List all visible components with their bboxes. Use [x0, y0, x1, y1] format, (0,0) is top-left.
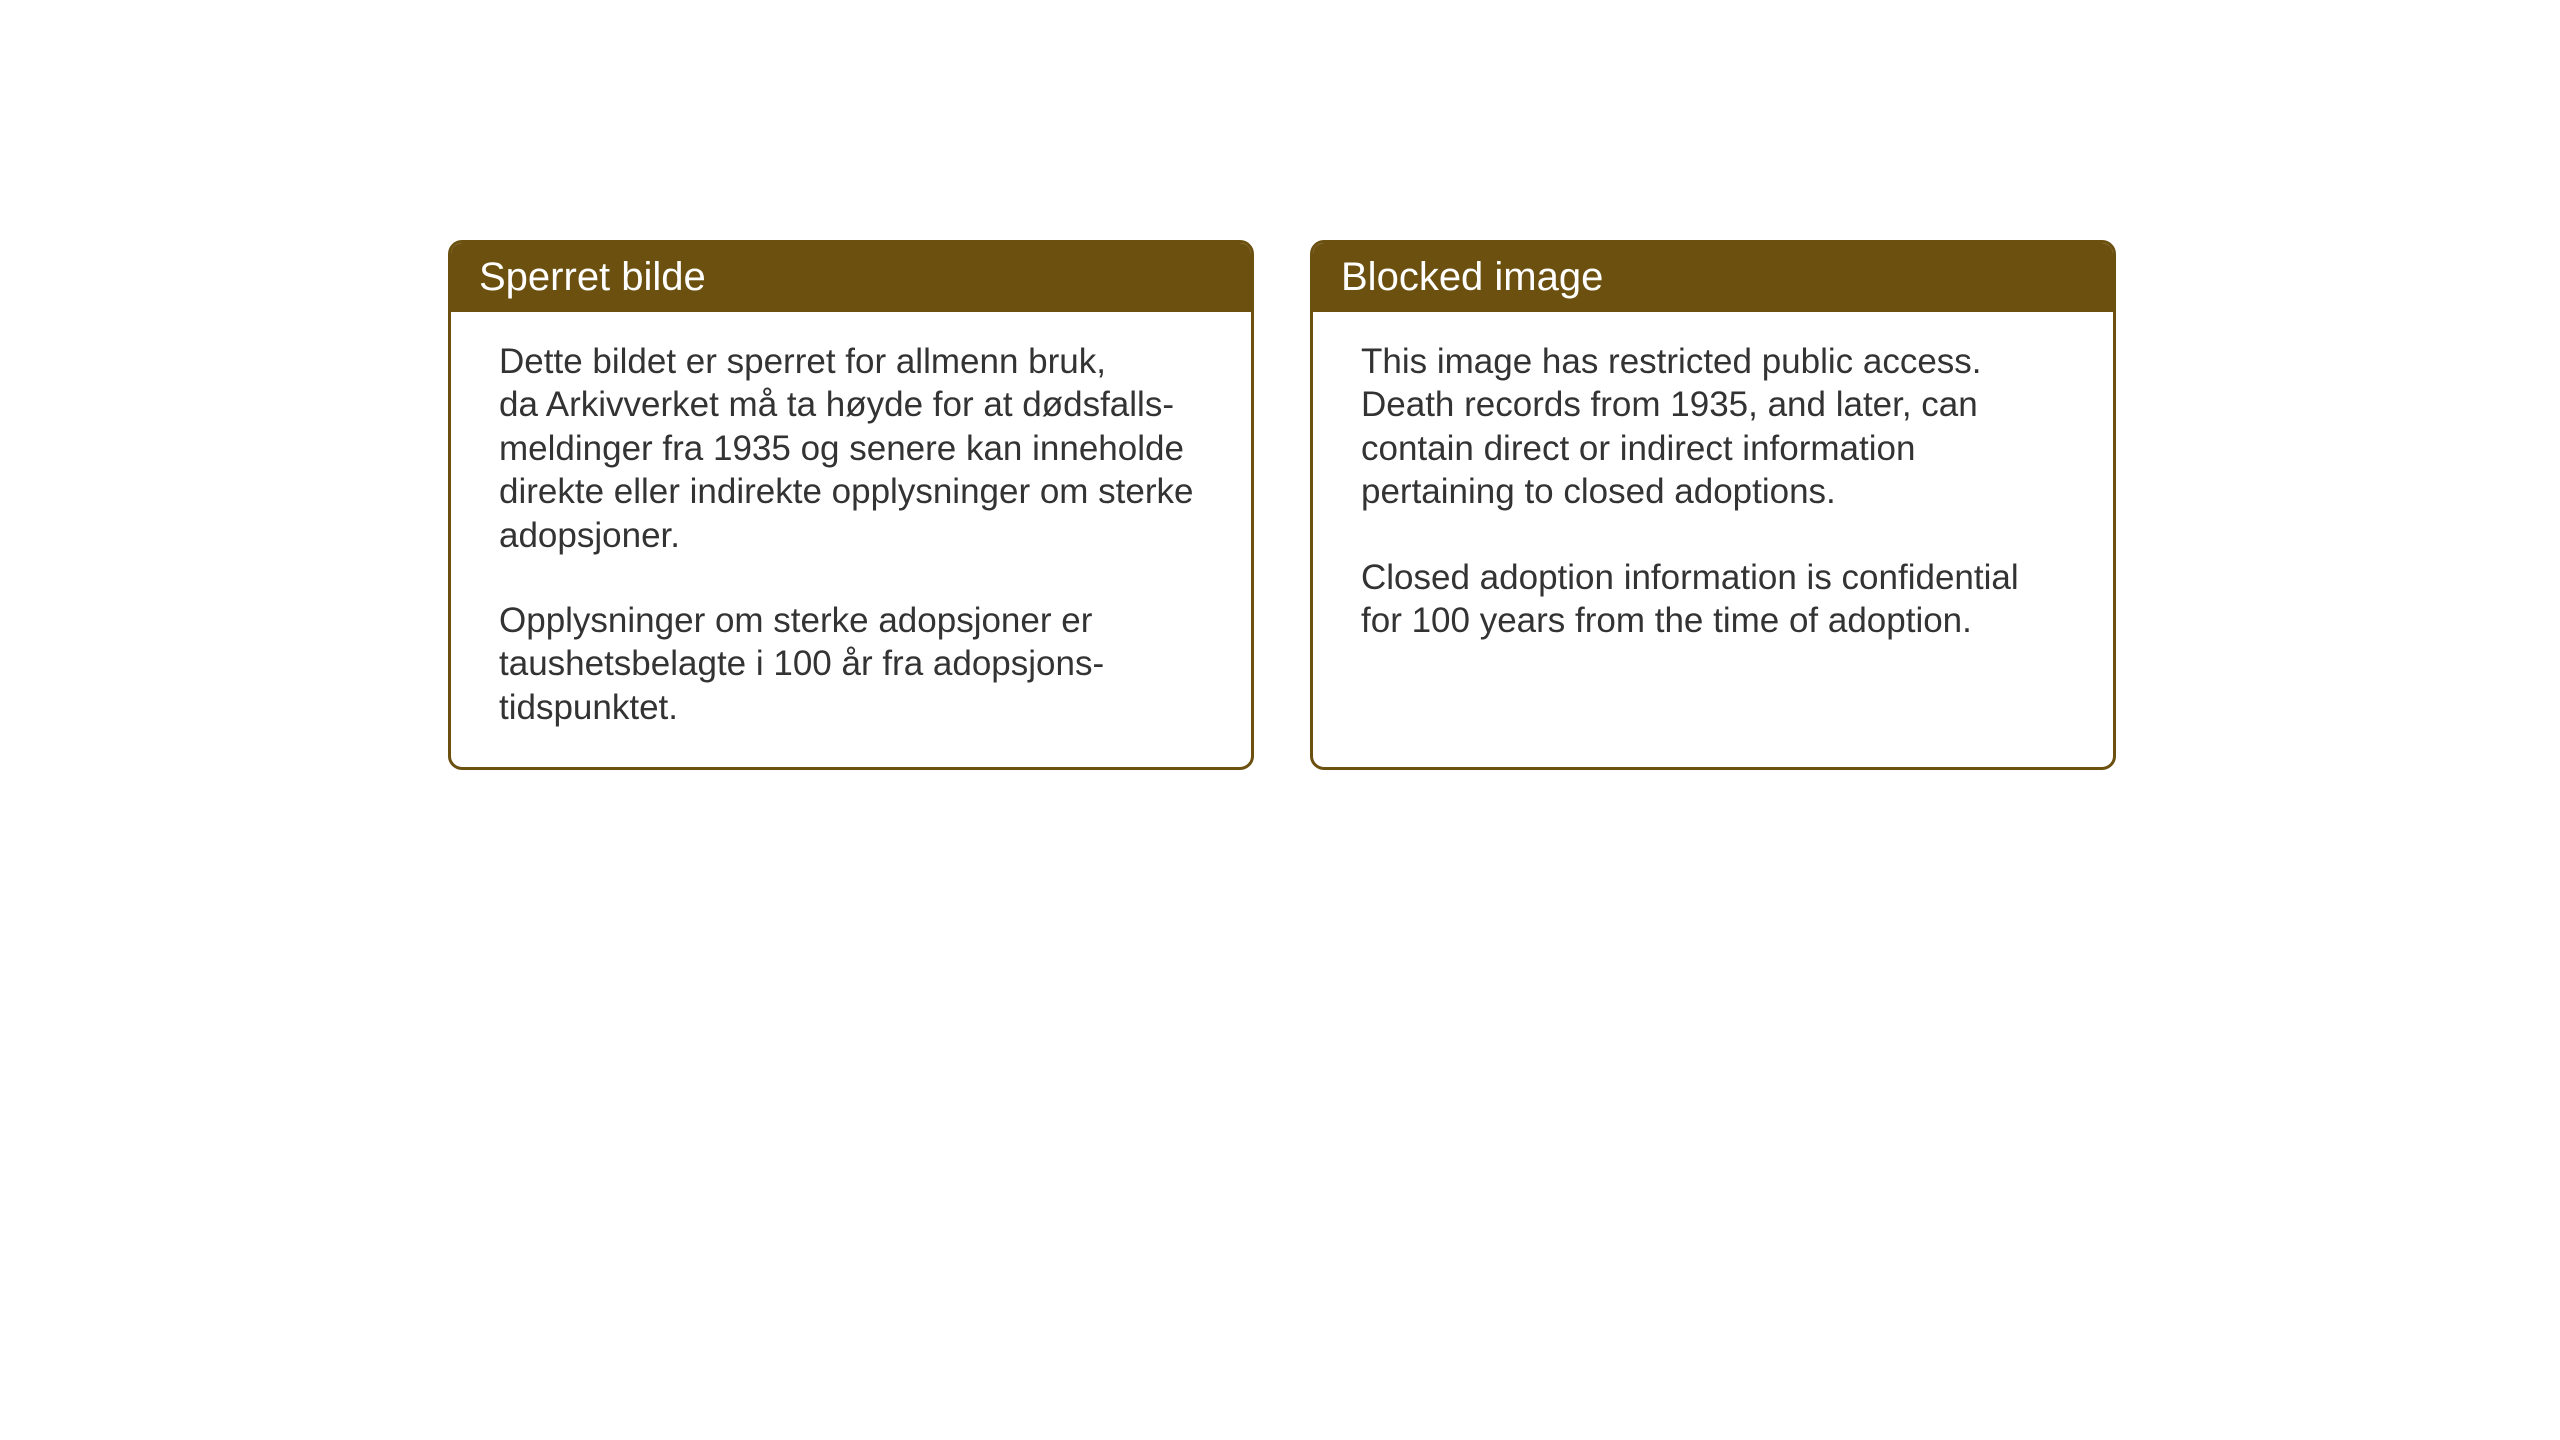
text-line: direkte eller indirekte opplysninger om … [499, 472, 1194, 511]
text-line: pertaining to closed adoptions. [1361, 472, 1836, 511]
text-line: Death records from 1935, and later, can [1361, 385, 1978, 424]
text-line: Closed adoption information is confident… [1361, 558, 2019, 597]
blocked-image-card-english: Blocked image This image has restricted … [1310, 240, 2116, 770]
paragraph-1-english: This image has restricted public access.… [1361, 340, 2065, 514]
text-line: tidspunktet. [499, 688, 678, 727]
text-line: adopsjoner. [499, 516, 680, 555]
blocked-image-card-norwegian: Sperret bilde Dette bildet er sperret fo… [448, 240, 1254, 770]
notice-cards-container: Sperret bilde Dette bildet er sperret fo… [448, 240, 2560, 770]
card-header-english: Blocked image [1313, 243, 2113, 312]
paragraph-2-norwegian: Opplysninger om sterke adopsjoner er tau… [499, 599, 1203, 729]
card-body-norwegian: Dette bildet er sperret for allmenn bruk… [451, 312, 1251, 767]
card-header-norwegian: Sperret bilde [451, 243, 1251, 312]
text-line: This image has restricted public access. [1361, 342, 1982, 381]
text-line: Opplysninger om sterke adopsjoner er [499, 601, 1092, 640]
card-title-english: Blocked image [1341, 255, 1603, 299]
text-line: da Arkivverket må ta høyde for at dødsfa… [499, 385, 1174, 424]
card-body-english: This image has restricted public access.… [1313, 312, 2113, 680]
card-title-norwegian: Sperret bilde [479, 255, 706, 299]
text-line: for 100 years from the time of adoption. [1361, 601, 1972, 640]
text-line: Dette bildet er sperret for allmenn bruk… [499, 342, 1106, 381]
text-line: taushetsbelagte i 100 år fra adopsjons- [499, 644, 1104, 683]
text-line: meldinger fra 1935 og senere kan innehol… [499, 429, 1184, 468]
paragraph-2-english: Closed adoption information is confident… [1361, 556, 2065, 643]
paragraph-1-norwegian: Dette bildet er sperret for allmenn bruk… [499, 340, 1203, 557]
text-line: contain direct or indirect information [1361, 429, 1915, 468]
